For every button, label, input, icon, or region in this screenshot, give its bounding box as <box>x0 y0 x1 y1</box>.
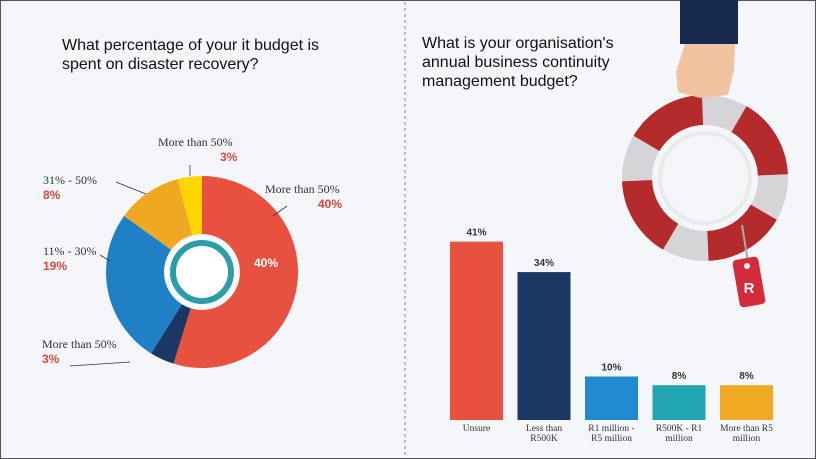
bar-value-label: 8% <box>739 371 754 382</box>
value-label: 8% <box>43 188 61 202</box>
value-label: 3% <box>42 352 60 366</box>
donut-slice <box>124 179 193 250</box>
x-category-label: R1 million -R5 million <box>588 424 634 444</box>
category-label: More than 50% <box>42 337 117 351</box>
bar <box>450 241 503 420</box>
life-ring: R <box>622 0 788 308</box>
bar <box>585 376 638 420</box>
chart-title: What percentage of your it budget is spen… <box>62 37 319 73</box>
value-label: 19% <box>43 259 67 273</box>
donut-slice <box>173 176 298 368</box>
bar <box>517 272 571 420</box>
bar-value-label: 41% <box>466 228 486 239</box>
leader-line <box>115 181 147 195</box>
x-category-label: Unsure <box>463 424 490 434</box>
category-label: 31% - 50% <box>43 173 97 187</box>
donut-slice <box>106 215 182 354</box>
donut-slice <box>151 304 191 364</box>
leader-line <box>99 254 111 262</box>
bar <box>652 385 706 420</box>
x-category-label: Less than R500K <box>526 424 562 444</box>
donut-hole <box>166 236 238 308</box>
donut-ring <box>170 240 234 304</box>
donut-slice <box>177 176 202 236</box>
category-label: 11% - 30% <box>43 244 97 258</box>
bar-value-label: 10% <box>601 363 621 374</box>
x-category-label: R500K - R1 million <box>656 424 703 444</box>
value-label: 40% <box>318 197 342 211</box>
bar-value-label: 8% <box>672 371 687 382</box>
value-label: 3% <box>220 150 238 164</box>
category-label: More than 50% <box>265 182 340 196</box>
leader-line <box>69 361 131 367</box>
x-category-label: More than R5 million <box>720 424 773 444</box>
tag-text: R <box>744 280 755 297</box>
bar-value-label: 34% <box>534 258 554 269</box>
leader-line <box>272 205 288 217</box>
slice-value-label: 40% <box>254 256 278 270</box>
chart-title: What is your organisation's annual busine… <box>422 35 614 90</box>
bar <box>720 385 773 420</box>
category-label: More than 50% <box>158 135 233 149</box>
